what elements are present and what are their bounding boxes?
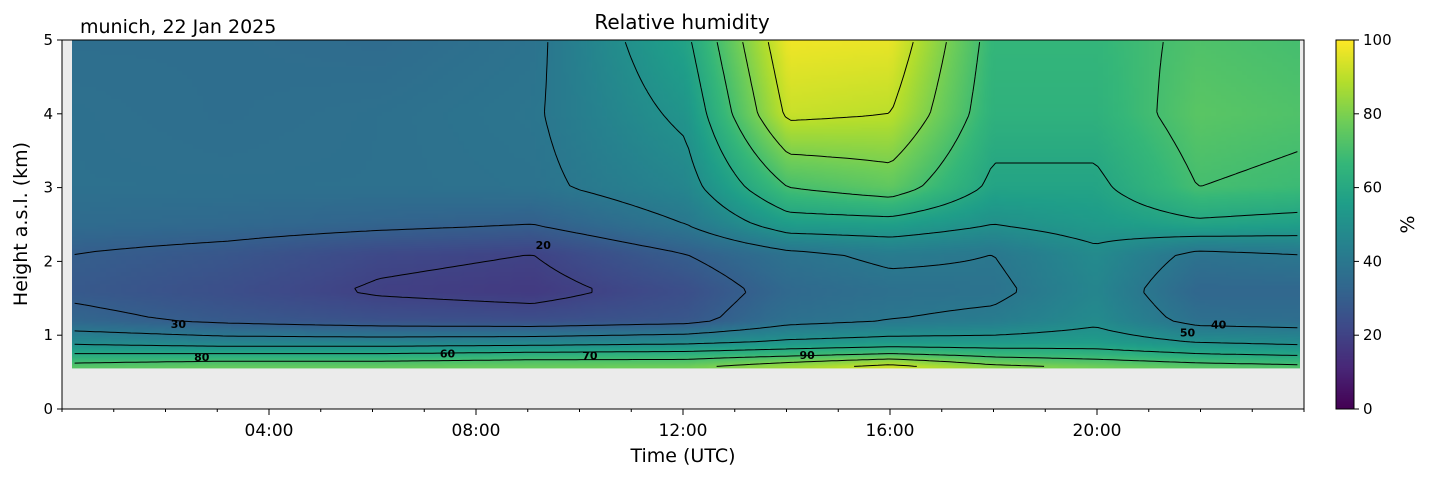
contour-line-40 (74, 42, 1298, 338)
contour-label: 20 (536, 239, 552, 252)
contour-label: 40 (1211, 319, 1227, 332)
contour-label: 60 (440, 347, 456, 360)
contour-line-20 (354, 254, 593, 304)
x-tick-label: 12:00 (659, 421, 708, 441)
x-axis-label: Time (UTC) (629, 445, 735, 467)
colorbar-tick-label: 20 (1363, 326, 1382, 344)
contour-line-60 (74, 41, 1298, 356)
contour-label: 50 (1180, 327, 1196, 340)
y-axis-label: Height a.s.l. (km) (10, 142, 32, 306)
y-tick-label: 2 (43, 252, 53, 270)
x-tick-label: 08:00 (452, 421, 501, 441)
x-axis: 04:00 08:00 12:00 16:00 20:00 (61, 409, 1305, 441)
contour-label: 30 (171, 318, 187, 331)
y-tick-label: 4 (43, 105, 53, 123)
x-tick-label: 04:00 (245, 421, 294, 441)
contour-line-90 (767, 41, 917, 367)
plot-area: 20 30 80 60 70 90 50 40 (61, 39, 1305, 410)
colorbar-tick-label: 80 (1363, 105, 1382, 123)
colorbar-label: % (1397, 215, 1419, 233)
humidity-heatmap (72, 40, 1300, 369)
y-axis: 0 1 2 3 4 5 (43, 31, 62, 418)
contour-line-70 (74, 41, 1298, 366)
colorbar-tick-label: 0 (1363, 400, 1373, 418)
y-tick-label: 3 (43, 179, 53, 197)
contour-label: 80 (194, 351, 210, 364)
x-tick-label: 16:00 (866, 421, 915, 441)
contour-labels: 20 30 80 60 70 90 50 40 (171, 239, 1227, 364)
chart-subtitle: munich, 22 Jan 2025 (80, 16, 276, 38)
contour-label: 70 (582, 350, 598, 363)
x-tick-label: 20:00 (1073, 421, 1122, 441)
contour-label: 90 (800, 349, 816, 362)
colorbar-tick-label: 60 (1363, 179, 1382, 197)
colorbar: 0 20 40 60 80 100 % (1335, 31, 1419, 418)
colorbar-tick-label: 100 (1363, 31, 1392, 49)
colorbar-frame (1335, 39, 1355, 410)
chart-title: Relative humidity (594, 10, 769, 34)
contour-line-30 (74, 223, 747, 327)
colorbar-gradient (1336, 40, 1354, 409)
colorbar-ticks: 0 20 40 60 80 100 (1354, 31, 1392, 418)
y-tick-label: 0 (43, 400, 53, 418)
contour-line-50 (74, 41, 1298, 347)
contour-line-80 (716, 41, 1045, 367)
y-tick-label: 5 (43, 31, 53, 49)
y-tick-label: 1 (43, 326, 53, 344)
contour-lines (74, 41, 1298, 367)
colorbar-tick-label: 40 (1363, 252, 1382, 270)
